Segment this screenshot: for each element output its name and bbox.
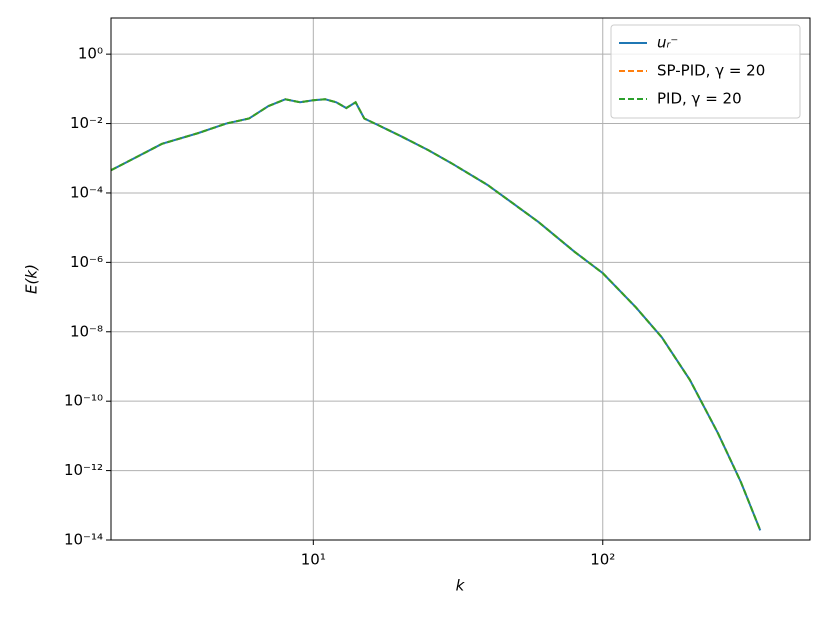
plot-frame xyxy=(110,17,811,541)
y-tick-label: 10⁻¹⁰ xyxy=(64,392,103,410)
legend-label: SP-PID, γ = 20 xyxy=(657,62,765,80)
legend-label: uᵣ⁻ xyxy=(657,34,678,52)
series-line xyxy=(111,98,762,531)
grid-layer: 10⁻¹⁴ 10⁻¹² 10⁻¹⁰ 10⁻⁸ 10⁻⁶ 10⁻⁴ 10⁻² 10⁰ 10¹ 10² xyxy=(64,18,810,569)
series-line xyxy=(111,98,762,531)
y-tick-label: 10⁻² xyxy=(70,114,103,132)
y-tick-label: 10⁻¹⁴ xyxy=(64,531,103,549)
y-tick-label: 10⁻⁸ xyxy=(70,322,103,340)
legend-label: PID, γ = 20 xyxy=(657,90,742,108)
x-axis-label: k xyxy=(456,577,466,595)
y-tick-label: 10⁻⁴ xyxy=(70,183,103,201)
legend: uᵣ⁻ SP-PID, γ = 20 PID, γ = 20 xyxy=(610,24,801,119)
legend-box xyxy=(610,24,801,119)
series-line xyxy=(111,98,762,531)
x-tick-label: 10¹ xyxy=(301,551,326,569)
y-tick-label: 10⁰ xyxy=(78,45,103,63)
y-tick-label: 10⁻⁶ xyxy=(70,253,103,271)
lines xyxy=(111,98,762,531)
y-tick-label: 10⁻¹² xyxy=(64,461,103,479)
y-axis-label: E(k) xyxy=(23,264,41,294)
x-tick-label: 10² xyxy=(590,551,615,569)
